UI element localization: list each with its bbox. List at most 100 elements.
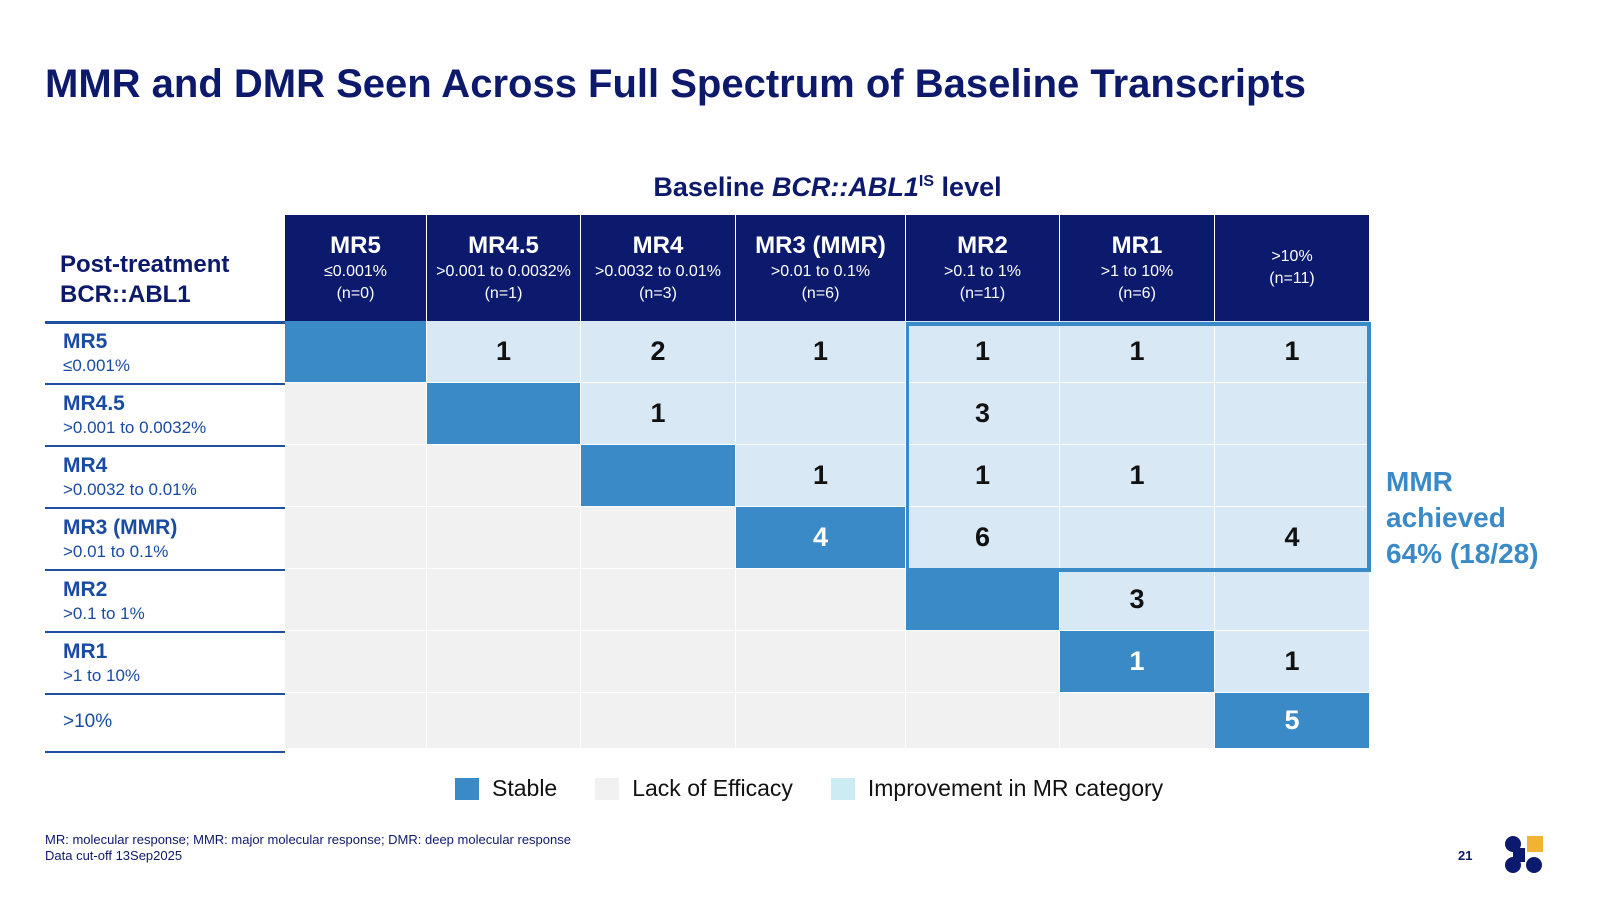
row-label-name: MR2	[63, 578, 108, 601]
post-treatment-line2: BCR::ABL1	[60, 281, 191, 308]
column-header-n: (n=3)	[639, 285, 677, 302]
legend-swatch	[830, 777, 855, 800]
column-header-name: MR4.5	[468, 232, 539, 259]
matrix-cell-lack-of-efficacy	[285, 507, 427, 569]
baseline-axis-title: Baseline BCR::ABL1IS level	[285, 172, 1370, 203]
matrix-cell-lack-of-efficacy	[736, 631, 906, 693]
matrix-cell-improvement: 1	[736, 321, 906, 383]
column-header-range: >0.0032 to 0.01%	[595, 263, 721, 280]
column-header-name: MR5	[330, 232, 381, 259]
matrix-cell-stable	[285, 321, 427, 383]
column-header-0: MR5 ≤0.001% (n=0)	[285, 215, 427, 321]
matrix-cell-stable: 5	[1215, 693, 1370, 749]
column-header-n: (n=6)	[801, 285, 840, 302]
row-label-text: MR1 >1 to 10%	[63, 639, 285, 687]
baseline-sup: IS	[918, 173, 935, 190]
matrix-cell-lack-of-efficacy	[581, 631, 736, 693]
row-label-name: MR4.5	[63, 392, 125, 415]
row-label: MR4 >0.0032 to 0.01%	[45, 445, 285, 507]
matrix-cell-lack-of-efficacy	[581, 693, 736, 749]
matrix-cell-lack-of-efficacy	[285, 383, 427, 445]
column-header-n: (n=11)	[959, 285, 1006, 302]
baseline-gene: BCR::ABL1	[771, 172, 919, 202]
column-header-n: (n=11)	[1269, 270, 1315, 287]
row-label-text: MR2 >0.1 to 1%	[63, 577, 285, 625]
column-header-5: MR1 >1 to 10% (n=6)	[1060, 215, 1215, 321]
row-label-name: MR5	[63, 330, 108, 353]
row-label: MR2 >0.1 to 1%	[45, 569, 285, 631]
column-header-n: (n=0)	[336, 285, 375, 302]
row-label-text: >10%	[63, 709, 112, 735]
row-label-name: MR4	[63, 454, 108, 477]
matrix-cell-lack-of-efficacy	[285, 693, 427, 749]
column-header-n: (n=1)	[484, 285, 523, 302]
page-number: 21	[1458, 848, 1473, 863]
matrix-cell-improvement: 2	[581, 321, 736, 383]
column-header-range: >0.001 to 0.0032%	[436, 263, 571, 280]
legend-item: Lack of Efficacy	[595, 775, 793, 802]
column-header-6: >10% (n=11)	[1215, 215, 1370, 321]
matrix-cell-stable	[581, 445, 736, 507]
row-label-name: MR1	[63, 640, 108, 663]
matrix-cell-stable	[906, 569, 1060, 631]
matrix-cell-improvement: 4	[1215, 507, 1370, 569]
matrix-cell-lack-of-efficacy	[427, 445, 581, 507]
column-header-range: ≤0.001%	[323, 263, 388, 280]
matrix-cell-improvement: 6	[906, 507, 1060, 569]
matrix-cell-improvement	[1215, 569, 1370, 631]
row-labels: MR5 ≤0.001% MR4.5 >0.001 to 0.0032% MR4 >0.00…	[45, 321, 285, 749]
row-label-text: MR3 (MMR) >0.01 to 0.1%	[63, 515, 285, 563]
matrix-cell-lack-of-efficacy	[427, 693, 581, 749]
matrix-cell-improvement	[1060, 507, 1215, 569]
matrix-cell-lack-of-efficacy	[427, 569, 581, 631]
footnote-abbreviations: MR: molecular response; MMR: major molec…	[45, 832, 571, 847]
column-header-3: MR3 (MMR) >0.01 to 0.1% (n=6)	[736, 215, 906, 321]
legend-swatch	[595, 777, 620, 800]
matrix-cell-lack-of-efficacy	[427, 631, 581, 693]
matrix-cell-lack-of-efficacy	[427, 507, 581, 569]
matrix-cell-stable: 1	[1060, 631, 1215, 693]
matrix-cell-improvement: 1	[1215, 631, 1370, 693]
matrix-cell-improvement: 1	[906, 445, 1060, 507]
row-label-range: >1 to 10%	[63, 666, 141, 685]
mmr-callout-line2: achieved	[1386, 502, 1506, 533]
column-header-range: >1 to 10%	[1100, 263, 1174, 280]
matrix-cell-improvement: 1	[1060, 321, 1215, 383]
column-header-name: MR3 (MMR)	[755, 232, 886, 259]
matrix-cell-lack-of-efficacy	[736, 569, 906, 631]
matrix-cell-improvement	[1215, 445, 1370, 507]
column-header-name: MR1	[1111, 232, 1163, 259]
legend: Stable Lack of Efficacy Improvement in MR …	[455, 775, 1201, 802]
matrix-cell-improvement: 3	[906, 383, 1060, 445]
row-label: MR4.5 >0.001 to 0.0032%	[45, 383, 285, 445]
row-label: MR5 ≤0.001%	[45, 321, 285, 383]
matrix-cell-lack-of-efficacy	[906, 631, 1060, 693]
matrix-cell-improvement: 1	[906, 321, 1060, 383]
post-treatment-label: Post-treatment BCR::ABL1	[60, 250, 229, 310]
mmr-callout: MMR achieved 64% (18/28)	[1386, 464, 1539, 572]
row-label: MR1 >1 to 10%	[45, 631, 285, 693]
row-label: MR3 (MMR) >0.01 to 0.1%	[45, 507, 285, 569]
row-label-name: MR3 (MMR)	[63, 516, 178, 539]
baseline-suffix: level	[934, 172, 1002, 202]
matrix-cell-improvement: 1	[1215, 321, 1370, 383]
column-header-4: MR2 >0.1 to 1% (n=11)	[906, 215, 1060, 321]
column-header-n: (n=6)	[1118, 285, 1156, 302]
column-header-1: MR4.5 >0.001 to 0.0032% (n=1)	[427, 215, 581, 321]
legend-item: Improvement in MR category	[830, 775, 1164, 802]
matrix-cell-improvement: 1	[736, 445, 906, 507]
footnote: MR: molecular response; MMR: major molec…	[45, 832, 571, 864]
row-label-range: >0.1 to 1%	[63, 604, 145, 623]
matrix-cell-improvement: 1	[581, 383, 736, 445]
legend-item: Stable	[455, 775, 557, 802]
baseline-prefix: Baseline	[653, 172, 772, 202]
row-labels-bottom-divider	[45, 751, 285, 753]
matrix-cell-stable	[427, 383, 581, 445]
post-label-divider	[45, 322, 285, 324]
mmr-callout-line1: MMR	[1386, 466, 1453, 497]
column-header-range: >0.01 to 0.1%	[770, 263, 871, 280]
legend-label: Improvement in MR category	[867, 775, 1164, 801]
column-header-name: MR2	[957, 232, 1008, 259]
row-label-name: >10%	[63, 711, 113, 732]
matrix-cell-lack-of-efficacy	[581, 507, 736, 569]
